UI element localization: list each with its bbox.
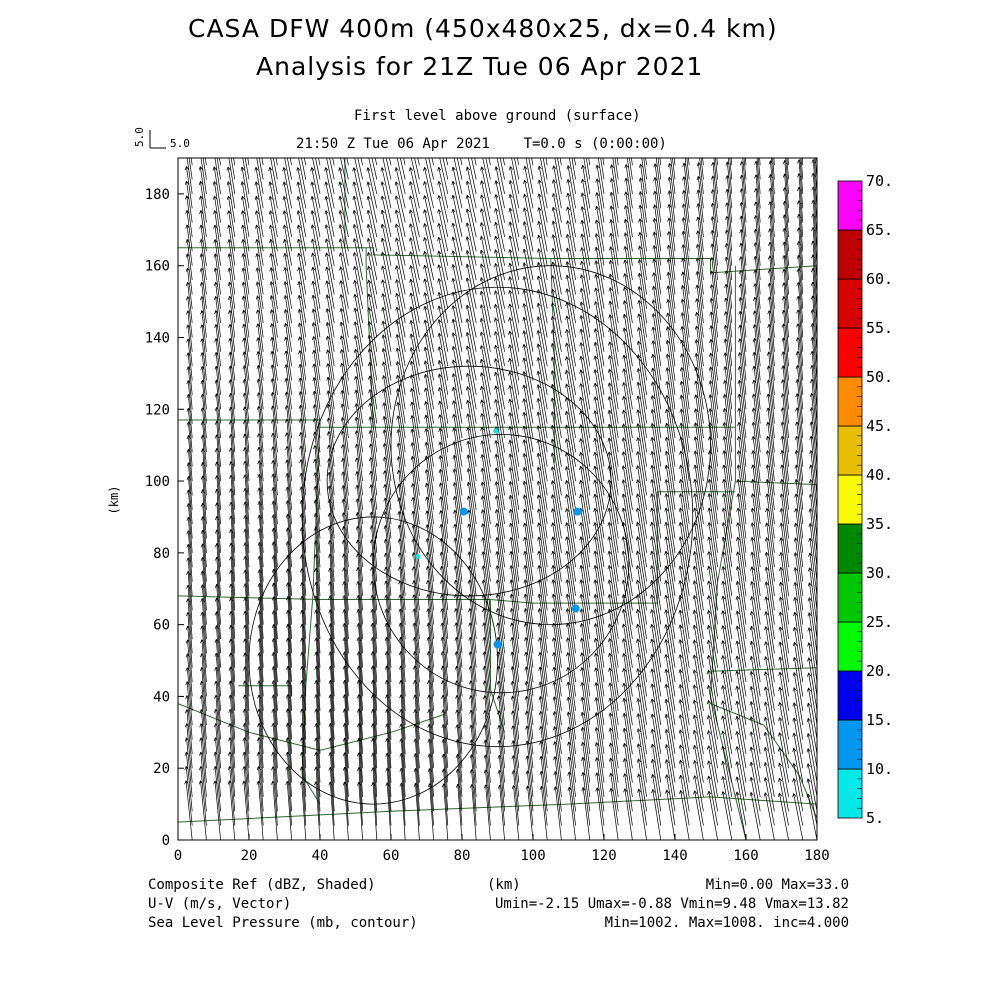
y-tick-label: 160 [145,259,170,275]
colorbar-label: 45. [866,417,893,435]
reflectivity-echoes [415,428,582,649]
y-tick-label: 140 [145,330,170,346]
x-axis-label: (km) [487,877,521,893]
ref-vector-value: 5.0 [133,127,146,147]
wind-vectors [178,158,817,840]
colorbar-label: 20. [866,662,893,680]
county-line [735,480,817,486]
colorbar-segment [837,180,863,231]
title-line-2: Analysis for 21Z Tue 06 Apr 2021 [256,52,704,81]
footer-field2-stats: Umin=-2.15 Umax=-0.88 Vmin=9.48 Vmax=13.… [494,896,849,912]
reflectivity-echo [415,553,421,559]
colorbar-segment [837,229,863,280]
colorbar-label: 25. [866,613,893,631]
footer-field3-name: Sea Level Pressure (mb, contour) [148,915,418,931]
level-label: First level above ground (surface) [354,108,641,124]
x-tick-label: 0 [174,848,182,864]
reflectivity-echo [571,604,580,613]
time-label: 21:50 Z Tue 06 Apr 2021 T=0.0 s (0:00:00… [296,136,667,152]
x-tick-label: 180 [804,848,829,864]
y-tick-label: 60 [153,618,170,634]
x-tick-label: 80 [454,848,471,864]
y-tick-label: 40 [153,689,170,705]
colorbar-segment [837,768,863,819]
footer-field1-stats: Min=0.00 Max=33.0 [705,877,849,893]
y-tick-label: 120 [145,402,170,418]
plot-frame [177,157,818,841]
county-line [178,419,736,428]
y-tick-label: 180 [145,187,170,203]
county-line [301,419,321,805]
ref-vector-label: 5.0 [170,137,190,150]
reflectivity-echo [493,428,499,434]
reflectivity-echo [573,507,582,516]
pressure-contour [390,265,711,626]
county-line [710,667,817,672]
colorbar-label: 15. [866,711,893,729]
footer-field2-name: U-V (m/s, Vector) [148,896,292,912]
colorbar-label: 5. [866,809,884,827]
reference-vector: 5.0 5.0 [133,127,190,150]
footer-field3-stats: Min=1002. Max=1008. inc=4.000 [604,915,849,931]
reflectivity-echo [493,640,502,649]
colorbar-label: 55. [866,319,893,337]
colorbar-label: 10. [866,760,893,778]
y-tick-label: 80 [153,546,170,562]
colorbar-label: 40. [866,466,893,484]
colorbar-label: 50. [866,368,893,386]
colorbar-segment [837,670,863,721]
x-tick-label: 100 [520,848,545,864]
x-tick-label: 60 [383,848,400,864]
footer-field1-name: Composite Ref (dBZ, Shaded) [148,877,376,893]
colorbar-segment [837,719,863,770]
colorbar: 5. 10. 15. 20. 25. 30. 35. 40. 45. 50. 55. 60. 65. 70… [837,172,893,827]
y-tick-label: 100 [145,474,170,490]
x-tick-label: 20 [241,848,258,864]
colorbar-segment [837,474,863,525]
y-tick-label: 20 [153,761,170,777]
wind-vector-field [178,158,817,840]
colorbar-segment [837,425,863,476]
x-tick-label: 140 [662,848,687,864]
colorbar-label: 70. [866,172,893,190]
x-tick-label: 40 [312,848,329,864]
county-line [178,796,817,823]
reflectivity-echo [459,507,468,516]
colorbar-label: 65. [866,221,893,239]
colorbar-segment [837,278,863,329]
x-tick-label: 120 [591,848,616,864]
axis-ticks: 0 20 40 60 80 100 120 140 160 180 0 20 40 60 80 100 120 1… [107,187,830,864]
y-axis-label: (km) [107,486,121,515]
title-line-1: CASA DFW 400m (450x480x25, dx=0.4 km) [188,14,778,43]
colorbar-label: 60. [866,270,893,288]
colorbar-label: 35. [866,515,893,533]
county-line [656,491,736,604]
colorbar-segment [837,572,863,623]
colorbar-segment [837,621,863,672]
colorbar-segment [837,327,863,378]
colorbar-label: 30. [866,564,893,582]
colorbar-segment [837,376,863,427]
x-tick-label: 160 [733,848,758,864]
colorbar-segment [837,523,863,574]
y-tick-label: 0 [162,833,170,849]
